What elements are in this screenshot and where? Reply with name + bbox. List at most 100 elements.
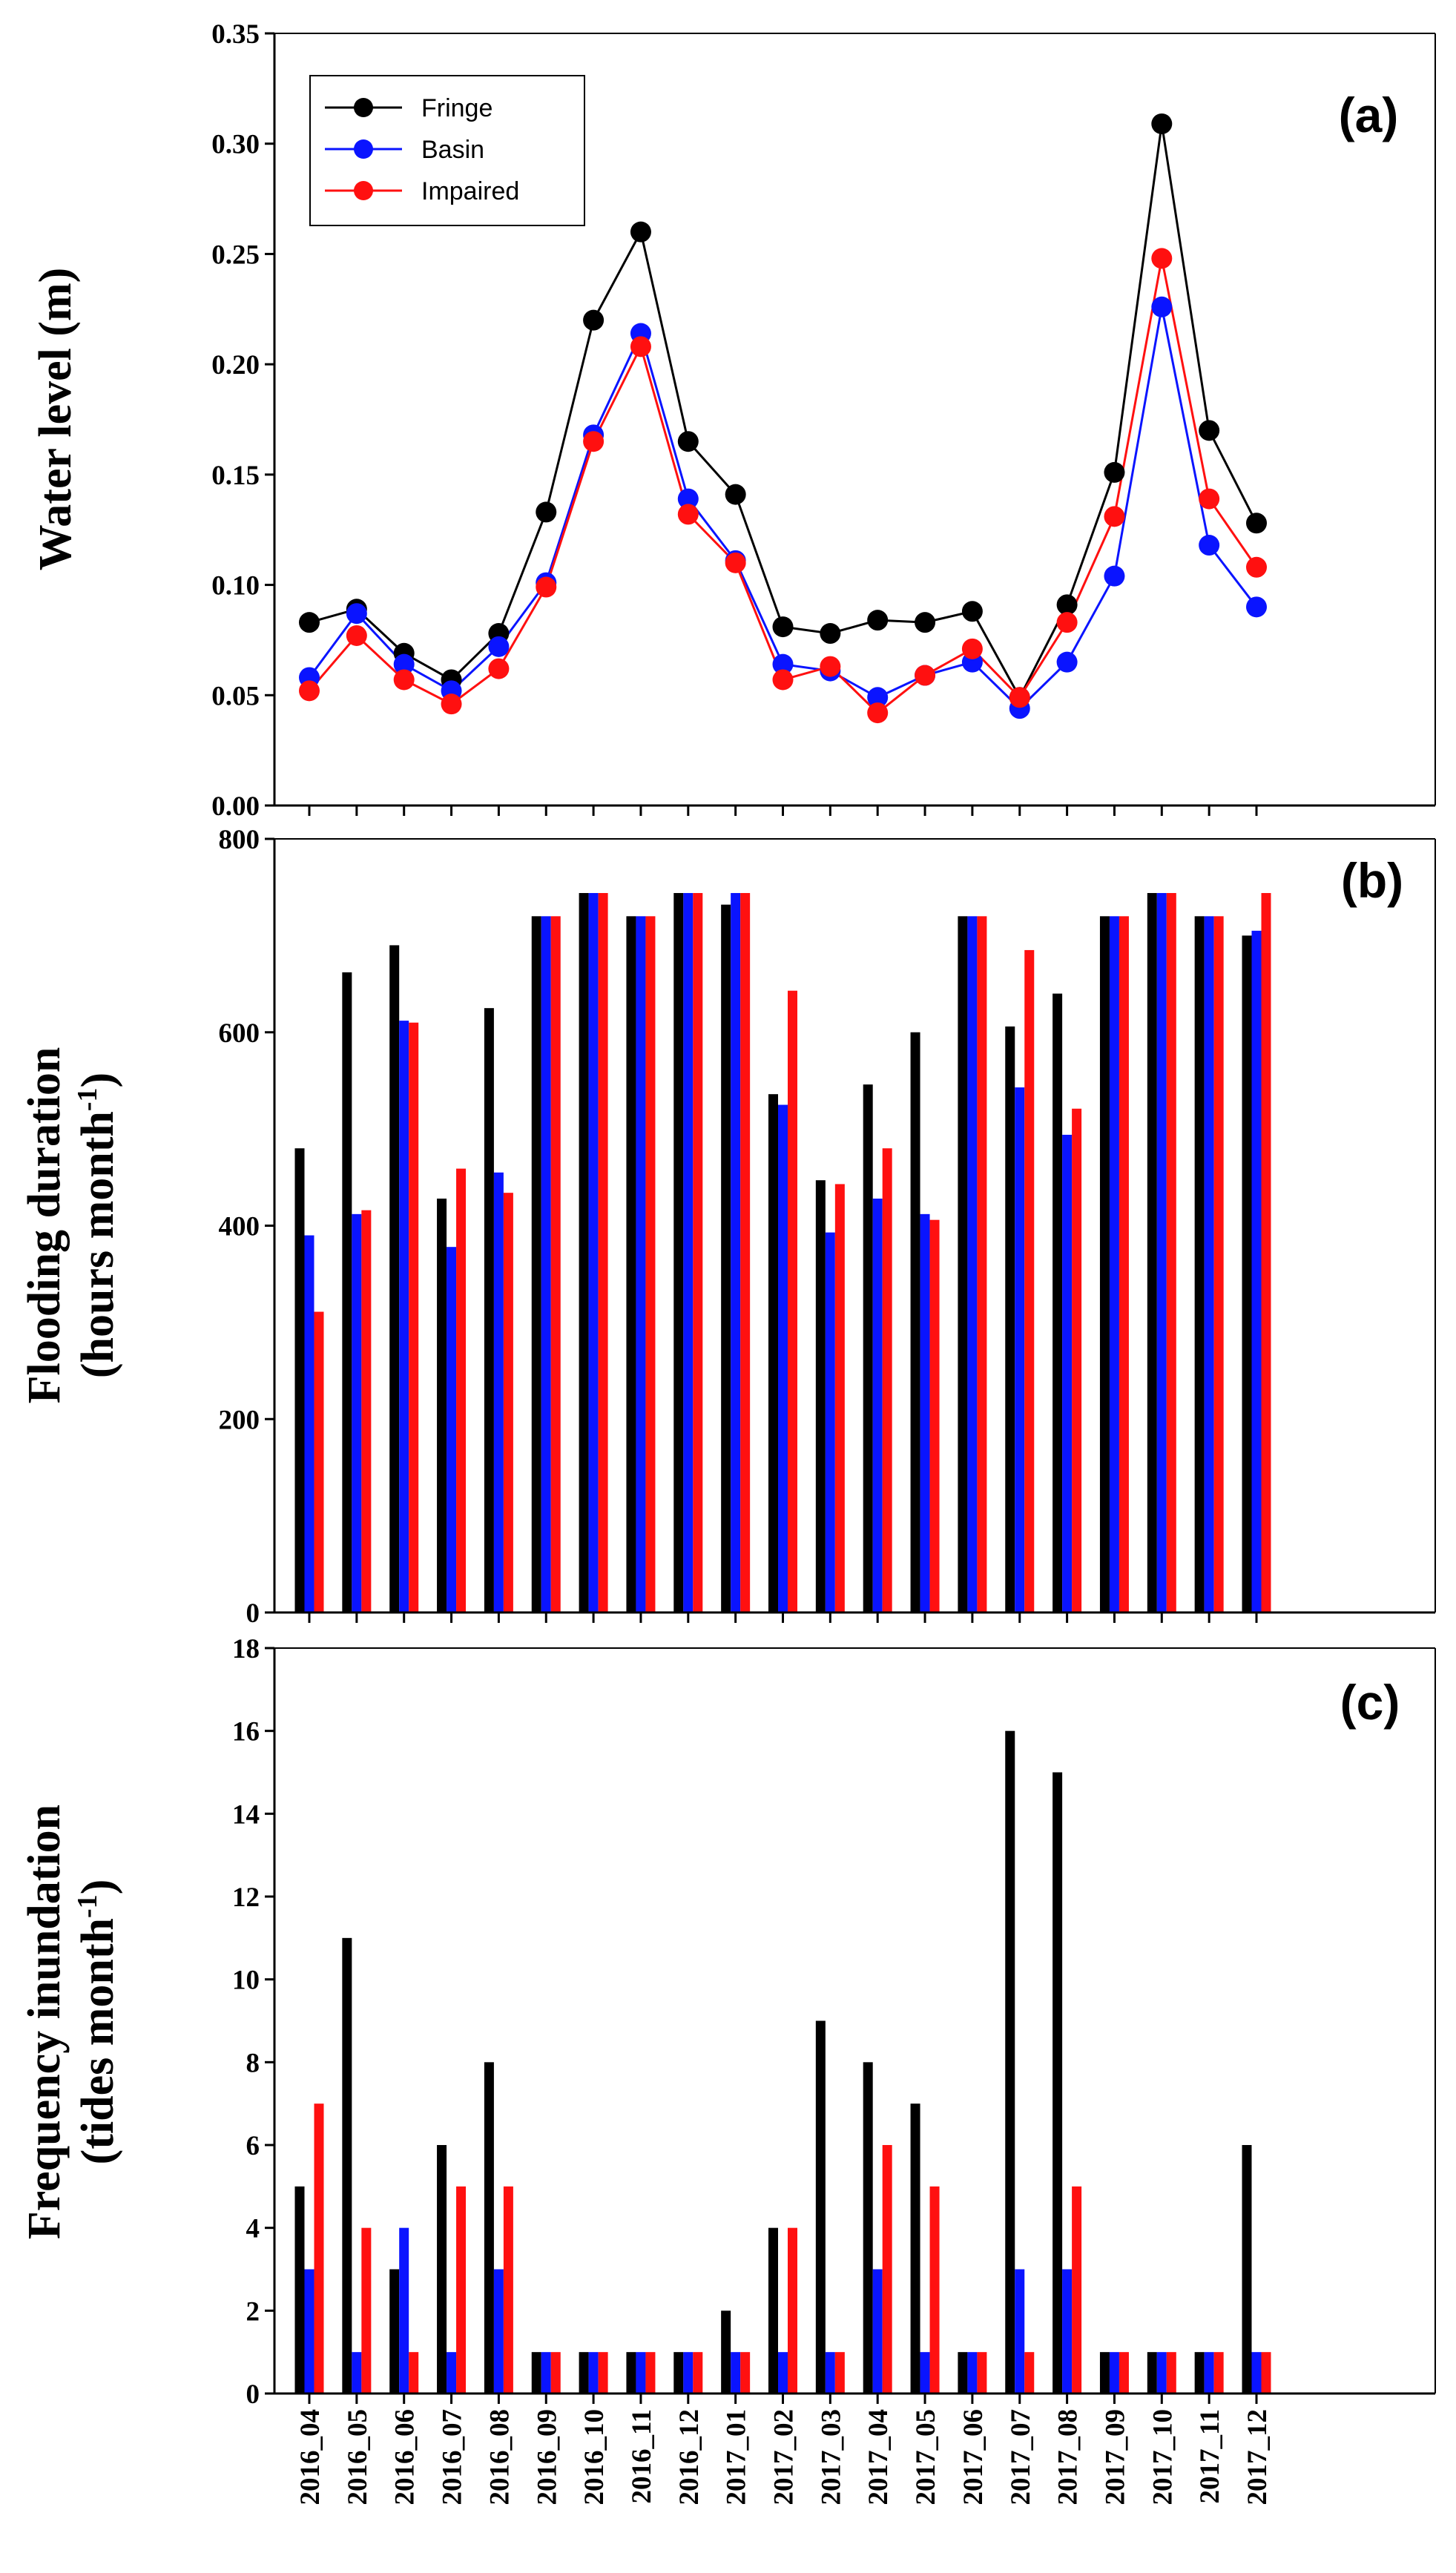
bar-impaired-2017_02 — [788, 990, 797, 1612]
panel-b-ticks: 0 200 400 600 800 — [219, 825, 1258, 1629]
panel-a-ytick-label: 0.20 — [211, 350, 260, 380]
bar-basin-2016_12 — [683, 893, 694, 1612]
point-impaired-2017_02 — [772, 669, 794, 691]
point-impaired-2017_03 — [820, 656, 841, 677]
bar-impaired-2017_07 — [1024, 2352, 1035, 2394]
bar-basin-2017_02 — [778, 2352, 788, 2394]
bar-impaired-2017_09 — [1119, 2352, 1129, 2394]
panel-c-ytick-label: 16 — [232, 1717, 260, 1747]
point-fringe-2016_12 — [677, 431, 699, 452]
x-category-label: 2016_06 — [390, 2409, 421, 2506]
bar-basin-2016_04 — [304, 2269, 314, 2394]
panel-b-ytick-label: 0 — [246, 1598, 260, 1629]
panel-a-ytick-label: 0.25 — [211, 240, 260, 270]
bar-impaired-2017_05 — [929, 2186, 940, 2394]
bar-fringe-2016_10 — [579, 2352, 589, 2394]
bar-impaired-2016_08 — [503, 2186, 513, 2394]
bar-fringe-2017_03 — [815, 2020, 826, 2394]
bar-impaired-2016_11 — [645, 2352, 656, 2394]
bar-fringe-2016_07 — [437, 2145, 447, 2394]
point-fringe-2017_05 — [915, 612, 936, 633]
point-fringe-2017_06 — [961, 601, 983, 622]
bar-basin-2016_05 — [352, 2352, 362, 2394]
bar-fringe-2016_12 — [673, 2352, 684, 2394]
bar-basin-2017_05 — [920, 2352, 930, 2394]
point-basin-2017_10 — [1151, 296, 1173, 317]
panel-c-ytick-label: 4 — [246, 2214, 260, 2244]
panel-b-label: (b) — [1341, 853, 1403, 908]
bar-fringe-2017_09 — [1099, 916, 1110, 1612]
panel-c-ytick-label: 12 — [232, 1882, 260, 1913]
bar-basin-2017_11 — [1204, 2352, 1214, 2394]
bar-impaired-2017_01 — [740, 893, 751, 1612]
bar-basin-2016_11 — [636, 2352, 646, 2394]
legend-basin-label: Basin — [421, 136, 484, 164]
point-impaired-2016_05 — [346, 625, 367, 646]
x-category-label: 2017_05 — [911, 2409, 941, 2506]
x-category-label: 2017_01 — [722, 2409, 752, 2506]
panel-c-ytick-label: 14 — [232, 1799, 260, 1830]
panel-a-ytick-label: 0.35 — [211, 19, 260, 50]
panel-c-ytick-label: 10 — [232, 1966, 260, 1996]
bar-basin-2016_04 — [304, 1235, 314, 1612]
point-basin-2017_11 — [1199, 535, 1220, 556]
bar-basin-2017_03 — [825, 2352, 835, 2394]
point-fringe-2016_11 — [630, 221, 651, 243]
bar-basin-2017_05 — [920, 1213, 930, 1612]
bar-basin-2017_08 — [1062, 2269, 1073, 2394]
point-impaired-2017_05 — [915, 665, 936, 686]
panel-b-ytick-label: 400 — [219, 1212, 260, 1242]
point-basin-2016_12 — [677, 488, 699, 510]
bar-basin-2017_07 — [1015, 1087, 1025, 1612]
x-category-label: 2017_12 — [1242, 2409, 1273, 2506]
point-impaired-2017_06 — [961, 638, 983, 659]
bar-impaired-2016_07 — [456, 1168, 467, 1612]
bar-impaired-2017_04 — [882, 1148, 892, 1612]
bar-fringe-2017_02 — [768, 1094, 778, 1612]
bar-impaired-2016_08 — [503, 1193, 513, 1612]
point-fringe-2017_04 — [867, 610, 889, 631]
panel-b-y-axis-title-line1: Flooding duration — [19, 1047, 70, 1404]
bar-impaired-2017_07 — [1024, 949, 1035, 1612]
point-basin-2017_02 — [772, 653, 794, 675]
x-category-label: 2017_06 — [958, 2409, 989, 2506]
x-category-label: 2016_09 — [532, 2409, 562, 2506]
panel-a: 0.00 0.05 0.10 0.15 0.20 0.25 0.30 0.35 Water l… — [30, 19, 1436, 822]
bar-impaired-2017_09 — [1119, 916, 1129, 1612]
bar-fringe-2017_11 — [1194, 916, 1205, 1612]
point-basin-2017_09 — [1104, 565, 1125, 587]
bar-impaired-2017_12 — [1261, 2352, 1271, 2394]
bar-impaired-2017_03 — [834, 2352, 845, 2394]
bar-impaired-2017_06 — [977, 2352, 987, 2394]
panel-a-ytick-label: 0.00 — [211, 791, 260, 822]
bar-basin-2017_09 — [1109, 916, 1119, 1612]
point-impaired-2017_01 — [725, 552, 746, 573]
point-basin-2017_08 — [1056, 651, 1078, 673]
point-fringe-2016_10 — [583, 309, 605, 331]
point-impaired-2017_08 — [1056, 612, 1078, 633]
point-impaired-2016_12 — [677, 504, 699, 525]
panel-a-marks — [299, 113, 1267, 724]
bar-basin-2016_09 — [541, 916, 551, 1612]
bar-basin-2016_08 — [493, 1172, 504, 1612]
panel-c-ytick-label: 18 — [232, 1634, 260, 1664]
x-category-label: 2016_05 — [343, 2409, 373, 2506]
bar-basin-2016_06 — [399, 2227, 409, 2394]
point-basin-2016_05 — [346, 603, 367, 625]
bar-fringe-2016_10 — [579, 893, 589, 1612]
panel-b-ytick-label: 600 — [219, 1018, 260, 1049]
point-fringe-2017_10 — [1151, 113, 1173, 134]
bar-fringe-2017_06 — [958, 916, 968, 1612]
bar-fringe-2017_10 — [1147, 893, 1157, 1612]
panel-c-ytick-label: 6 — [246, 2131, 260, 2161]
panel-a-ytick-label: 0.30 — [211, 130, 260, 160]
point-impaired-2017_10 — [1151, 248, 1173, 269]
panel-a-ytick-label: 0.10 — [211, 571, 260, 602]
bar-impaired-2016_05 — [361, 2227, 372, 2394]
legend: Fringe Basin Impaired — [309, 75, 585, 226]
bar-impaired-2017_11 — [1213, 2352, 1224, 2394]
bar-impaired-2017_08 — [1072, 1108, 1082, 1612]
x-category-label: 2017_11 — [1195, 2409, 1225, 2503]
x-category-label: 2017_04 — [863, 2409, 894, 2506]
